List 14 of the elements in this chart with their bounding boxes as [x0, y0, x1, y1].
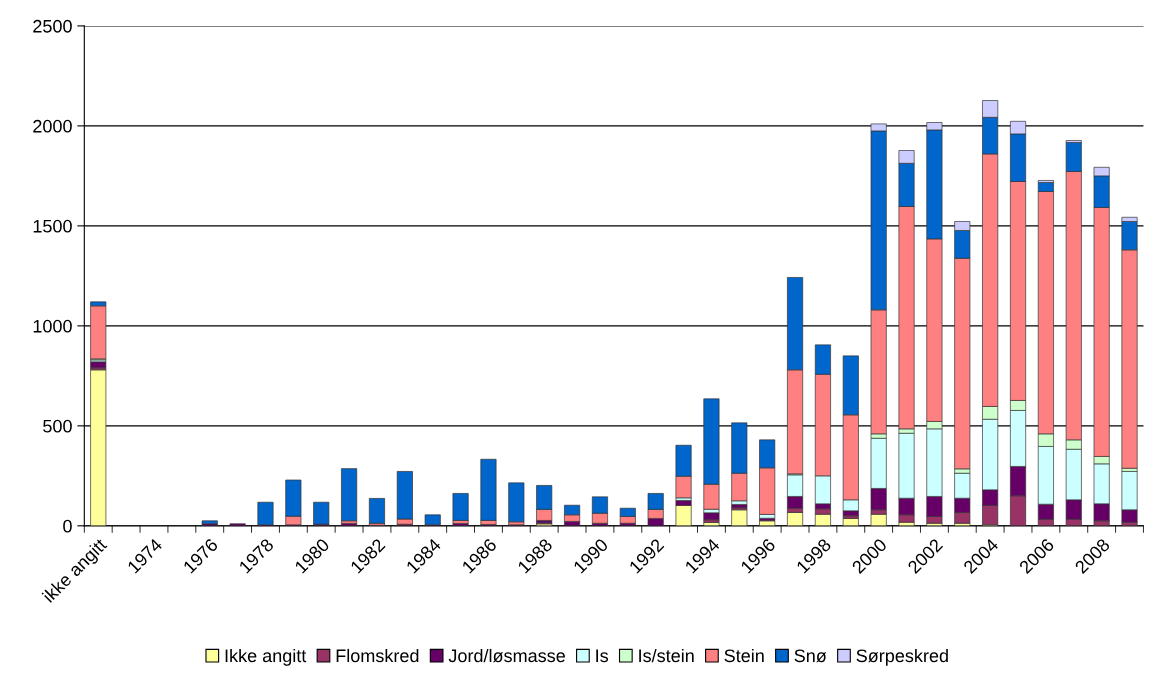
legend-label: Is	[596, 649, 609, 663]
y-tick-label: 1000	[33, 319, 72, 333]
y-tick-label: 500	[43, 419, 72, 433]
legend-label: Stein	[724, 648, 764, 663]
legend-label: Ikke angitt	[225, 648, 307, 666]
y-tick-label: 2500	[33, 19, 72, 33]
legend-label: Is/stein	[639, 648, 694, 663]
legend-label: Flomskred	[336, 648, 419, 663]
y-tick-label: 0	[63, 519, 72, 533]
y-tick-label: 2000	[33, 119, 72, 133]
y-tick-label: 1500	[33, 219, 72, 233]
legend-label: Sørpeskred	[856, 648, 948, 666]
legend-label: Snø	[794, 649, 827, 663]
legend-label: Jord/løsmasse	[448, 648, 565, 663]
